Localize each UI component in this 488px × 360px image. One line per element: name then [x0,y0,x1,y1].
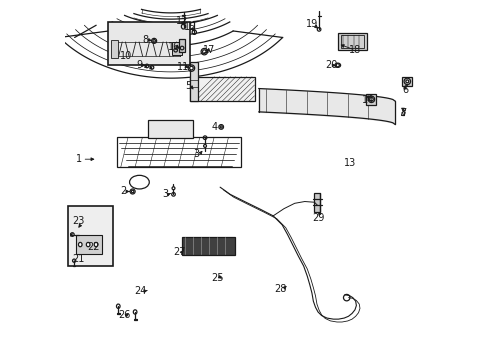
Text: 8: 8 [142,35,149,45]
Text: 14: 14 [361,95,374,105]
Ellipse shape [86,242,90,247]
Bar [182,237,234,255]
Bar [107,22,190,65]
Text: 18: 18 [348,45,360,55]
Ellipse shape [94,242,98,247]
Bar [340,36,363,48]
Text: 17: 17 [203,45,215,55]
Bar [111,40,117,58]
Text: 3: 3 [162,189,167,199]
Ellipse shape [335,64,339,67]
Ellipse shape [369,98,372,101]
Ellipse shape [202,50,206,53]
Text: 19: 19 [305,19,317,29]
Text: 16: 16 [168,42,180,52]
Bar [147,121,192,138]
Text: 10: 10 [120,51,132,61]
Ellipse shape [220,126,222,128]
Text: 1: 1 [76,154,81,164]
Text: 5: 5 [184,81,191,91]
Text: 6: 6 [402,85,408,95]
Ellipse shape [405,80,408,83]
Ellipse shape [189,66,193,70]
Bar [366,94,376,105]
Ellipse shape [153,40,155,42]
Text: 13: 13 [344,158,356,168]
Text: 11: 11 [177,62,189,72]
Text: 20: 20 [325,60,337,70]
Text: 26: 26 [118,310,130,320]
Ellipse shape [172,187,175,190]
Text: 27: 27 [173,247,185,257]
Bar [117,137,241,167]
Text: 25: 25 [211,273,224,283]
Bar [76,235,102,253]
Text: 7: 7 [399,108,406,118]
Bar [68,206,113,266]
Bar [402,77,411,86]
Text: 22: 22 [87,242,99,252]
Bar [337,33,366,50]
Bar [314,193,320,212]
Text: 21: 21 [73,254,85,264]
Text: 15: 15 [183,22,196,32]
Bar [190,62,198,101]
Bar [190,77,254,101]
Text: 9: 9 [137,60,142,70]
Text: 28: 28 [274,284,286,294]
Ellipse shape [131,190,134,193]
Ellipse shape [203,144,206,147]
Bar [172,41,182,55]
Text: 3: 3 [193,149,199,159]
Text: 4: 4 [212,122,218,132]
Bar [179,39,184,51]
Text: 29: 29 [311,213,324,222]
Text: 23: 23 [73,216,85,226]
Text: 12: 12 [175,17,187,27]
Text: 2: 2 [120,186,126,197]
Ellipse shape [78,242,82,247]
Text: 24: 24 [134,286,146,296]
